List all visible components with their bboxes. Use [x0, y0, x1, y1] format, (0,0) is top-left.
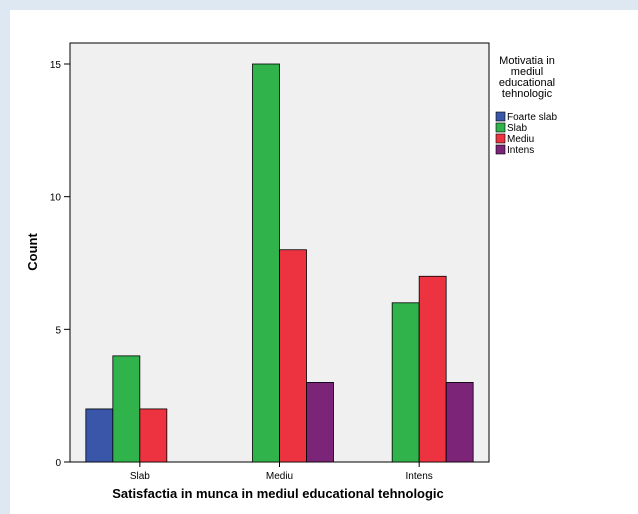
legend-label: Mediu [507, 134, 534, 145]
bar-slab-mediu [252, 63, 280, 463]
legend-label: Slab [507, 123, 527, 134]
x-tick-label: Mediu [266, 471, 293, 482]
legend-title-line: Motivatia in [499, 55, 555, 67]
y-axis: 0 5 10 15 [50, 60, 70, 469]
bar-slab-slab [112, 355, 141, 463]
bar-mediu-intens [418, 275, 447, 463]
bar-intens-intens [445, 381, 474, 463]
legend-title-line: mediul [511, 66, 543, 78]
x-tick-label: Intens [406, 471, 433, 482]
legend-label: Foarte slab [507, 112, 557, 123]
y-axis-title: Count [25, 233, 40, 271]
y-tick-label: 0 [55, 458, 61, 469]
legend-title-line: educational [499, 77, 555, 89]
x-axis: Slab Mediu Intens [130, 462, 433, 482]
x-tick-label: Slab [130, 471, 150, 482]
y-tick-label: 10 [50, 193, 62, 204]
y-tick-label: 5 [55, 325, 61, 336]
legend-title-line: tehnologic [502, 88, 553, 100]
x-axis-title: Satisfactia in munca in mediul education… [112, 486, 444, 501]
legend-swatch [495, 144, 506, 155]
legend-swatch [495, 122, 506, 133]
legend-label: Intens [507, 145, 534, 156]
bar-slab-intens [391, 302, 420, 463]
bars [85, 63, 474, 463]
bar-intens-mediu [306, 381, 334, 463]
bar-mediu-mediu [279, 249, 307, 463]
bar-foarte-slab-slab [85, 408, 114, 463]
y-tick-label: 15 [50, 60, 62, 71]
legend-swatch [495, 111, 506, 122]
bar-mediu-slab [139, 408, 168, 463]
legend-swatch [495, 133, 506, 144]
